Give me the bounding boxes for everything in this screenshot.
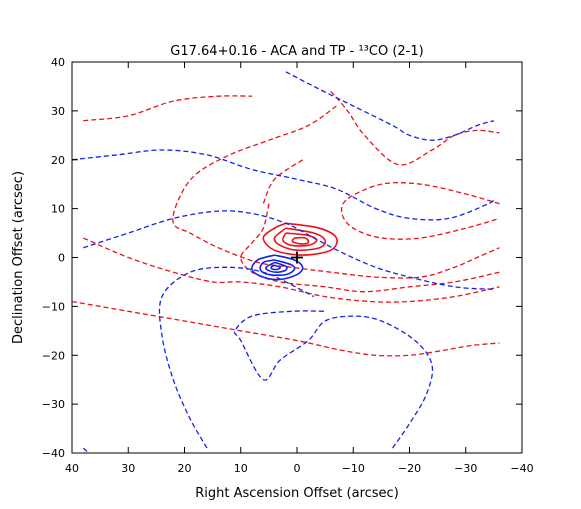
blue-contour-solid	[259, 259, 296, 276]
y-tick-label: 40	[51, 56, 65, 69]
blue-contour-dashed	[285, 71, 495, 141]
red-contour-dashed	[72, 300, 500, 357]
y-tick-label: −30	[42, 398, 65, 411]
x-tick-label: 10	[234, 462, 248, 475]
red-contour-solid	[262, 222, 338, 256]
x-tick-label: 0	[294, 462, 301, 475]
y-tick-label: −10	[42, 300, 65, 313]
y-axis-label: Declination Offset (arcsec)	[11, 171, 26, 344]
y-tick-label: 30	[51, 105, 65, 118]
blue-contour-dashed	[233, 310, 434, 449]
blue-contour-solid	[270, 264, 282, 271]
x-tick-label: −30	[454, 462, 477, 475]
y-tick-label: −20	[42, 349, 65, 362]
y-tick-label: 0	[58, 252, 65, 265]
red-contour-dashed	[262, 159, 303, 204]
x-tick-label: 20	[178, 462, 192, 475]
blue-contour-dashed	[82, 447, 90, 453]
blue-contour-dashed	[83, 210, 494, 290]
marker-layer	[291, 251, 303, 264]
red-contour-solid	[291, 236, 310, 245]
x-tick-label: 30	[121, 462, 135, 475]
x-tick-label: −40	[510, 462, 533, 475]
x-axis-label: Right Ascension Offset (arcsec)	[195, 486, 399, 501]
red-contour-dashed	[172, 105, 500, 279]
red-contour-dashed	[83, 237, 500, 303]
y-tick-label: 20	[51, 154, 65, 167]
blue-contour-dashed	[72, 149, 495, 221]
x-tick-label: −10	[342, 462, 365, 475]
red-contour-dashed	[340, 182, 500, 240]
y-tick-label: −40	[42, 447, 65, 460]
red-contour-solid	[273, 227, 327, 252]
tick-layer: 40 30 20 10 0 −10 −20 −30 −40403020100−10−20−30−…	[42, 56, 534, 475]
blue-contour-dashed	[158, 266, 315, 449]
blue-contour-solid	[265, 261, 288, 274]
y-tick-label: 10	[51, 203, 65, 216]
chart-title: G17.64+0.16 - ACA and TP - ¹³CO (2-1)	[170, 44, 423, 59]
x-tick-label: −20	[398, 462, 421, 475]
red-contour-dashed	[83, 95, 253, 122]
red-contour-dashed	[330, 90, 500, 166]
source-cross-marker	[291, 251, 303, 264]
x-tick-label: 40	[65, 462, 79, 475]
contour-layer	[72, 71, 500, 453]
